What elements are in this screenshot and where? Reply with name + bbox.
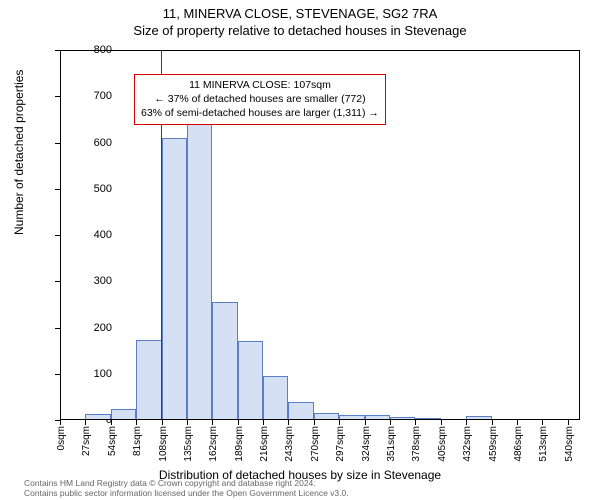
annotation-line: 63% of semi-detached houses are larger (… bbox=[141, 106, 379, 120]
y-tick-mark bbox=[55, 235, 60, 236]
x-tick-label: 81sqm bbox=[132, 426, 143, 456]
x-tick-label: 405sqm bbox=[437, 426, 448, 462]
y-tick-mark bbox=[55, 96, 60, 97]
x-tick-mark bbox=[314, 420, 315, 425]
x-tick-label: 432sqm bbox=[462, 426, 473, 462]
x-tick-mark bbox=[517, 420, 518, 425]
chart-area: 01002003004005006007008000sqm27sqm54sqm8… bbox=[60, 50, 580, 420]
y-tick-label: 500 bbox=[94, 183, 114, 195]
x-tick-mark bbox=[415, 420, 416, 425]
x-tick-mark bbox=[466, 420, 467, 425]
x-tick-mark bbox=[365, 420, 366, 425]
x-tick-label: 27sqm bbox=[81, 426, 92, 456]
histogram-bar bbox=[136, 340, 161, 420]
x-tick-label: 378sqm bbox=[411, 426, 422, 462]
x-tick-mark bbox=[136, 420, 137, 425]
x-tick-mark bbox=[162, 420, 163, 425]
x-tick-mark bbox=[60, 420, 61, 425]
footer-attribution: Contains HM Land Registry data © Crown c… bbox=[24, 478, 349, 498]
y-tick-mark bbox=[55, 374, 60, 375]
x-tick-mark bbox=[187, 420, 188, 425]
footer-line: Contains public sector information licen… bbox=[24, 488, 349, 498]
y-tick-mark bbox=[55, 50, 60, 51]
x-tick-label: 351sqm bbox=[386, 426, 397, 462]
x-tick-label: 459sqm bbox=[488, 426, 499, 462]
footer-line: Contains HM Land Registry data © Crown c… bbox=[24, 478, 349, 488]
x-tick-label: 189sqm bbox=[234, 426, 245, 462]
x-tick-label: 270sqm bbox=[310, 426, 321, 462]
x-tick-mark bbox=[238, 420, 239, 425]
y-tick-label: 400 bbox=[94, 229, 114, 241]
x-tick-label: 513sqm bbox=[538, 426, 549, 462]
x-tick-label: 108sqm bbox=[158, 426, 169, 462]
histogram-bar bbox=[365, 415, 390, 420]
y-tick-label: 100 bbox=[94, 368, 114, 380]
x-tick-label: 324sqm bbox=[361, 426, 372, 462]
x-tick-mark bbox=[212, 420, 213, 425]
histogram-bar bbox=[415, 418, 440, 420]
histogram-bar bbox=[111, 409, 136, 420]
x-tick-label: 540sqm bbox=[564, 426, 575, 462]
y-tick-mark bbox=[55, 143, 60, 144]
histogram-bar bbox=[314, 413, 339, 420]
x-tick-label: 162sqm bbox=[208, 426, 219, 462]
histogram-bar bbox=[187, 110, 212, 420]
x-tick-mark bbox=[288, 420, 289, 425]
y-tick-label: 800 bbox=[94, 44, 114, 56]
x-tick-mark bbox=[263, 420, 264, 425]
histogram-bar bbox=[85, 414, 110, 420]
histogram-bar bbox=[390, 417, 415, 420]
x-tick-mark bbox=[111, 420, 112, 425]
x-tick-mark bbox=[542, 420, 543, 425]
x-tick-mark bbox=[441, 420, 442, 425]
histogram-bar bbox=[288, 402, 313, 421]
x-tick-label: 54sqm bbox=[107, 426, 118, 456]
chart-title: 11, MINERVA CLOSE, STEVENAGE, SG2 7RA bbox=[0, 0, 600, 21]
y-tick-mark bbox=[55, 189, 60, 190]
x-tick-mark bbox=[85, 420, 86, 425]
y-tick-mark bbox=[55, 281, 60, 282]
x-tick-label: 135sqm bbox=[183, 426, 194, 462]
x-tick-label: 486sqm bbox=[513, 426, 524, 462]
histogram-bar bbox=[466, 416, 491, 420]
x-tick-label: 0sqm bbox=[56, 426, 67, 450]
y-axis-label: Number of detached properties bbox=[12, 70, 26, 235]
y-tick-mark bbox=[55, 328, 60, 329]
x-tick-label: 216sqm bbox=[259, 426, 270, 462]
histogram-bar bbox=[162, 138, 187, 420]
x-tick-mark bbox=[568, 420, 569, 425]
y-tick-label: 200 bbox=[94, 322, 114, 334]
x-tick-mark bbox=[390, 420, 391, 425]
y-tick-label: 600 bbox=[94, 137, 114, 149]
x-tick-mark bbox=[339, 420, 340, 425]
y-tick-label: 700 bbox=[94, 90, 114, 102]
histogram-bar bbox=[238, 341, 263, 420]
x-tick-label: 243sqm bbox=[284, 426, 295, 462]
chart-subtitle: Size of property relative to detached ho… bbox=[0, 21, 600, 38]
annotation-line: 11 MINERVA CLOSE: 107sqm bbox=[141, 78, 379, 92]
x-tick-mark bbox=[492, 420, 493, 425]
histogram-bar bbox=[339, 415, 364, 420]
annotation-box: 11 MINERVA CLOSE: 107sqm ← 37% of detach… bbox=[134, 74, 386, 125]
y-tick-label: 300 bbox=[94, 275, 114, 287]
annotation-line: ← 37% of detached houses are smaller (77… bbox=[141, 92, 379, 106]
histogram-bar bbox=[263, 376, 288, 420]
x-tick-label: 297sqm bbox=[335, 426, 346, 462]
histogram-bar bbox=[212, 302, 237, 420]
